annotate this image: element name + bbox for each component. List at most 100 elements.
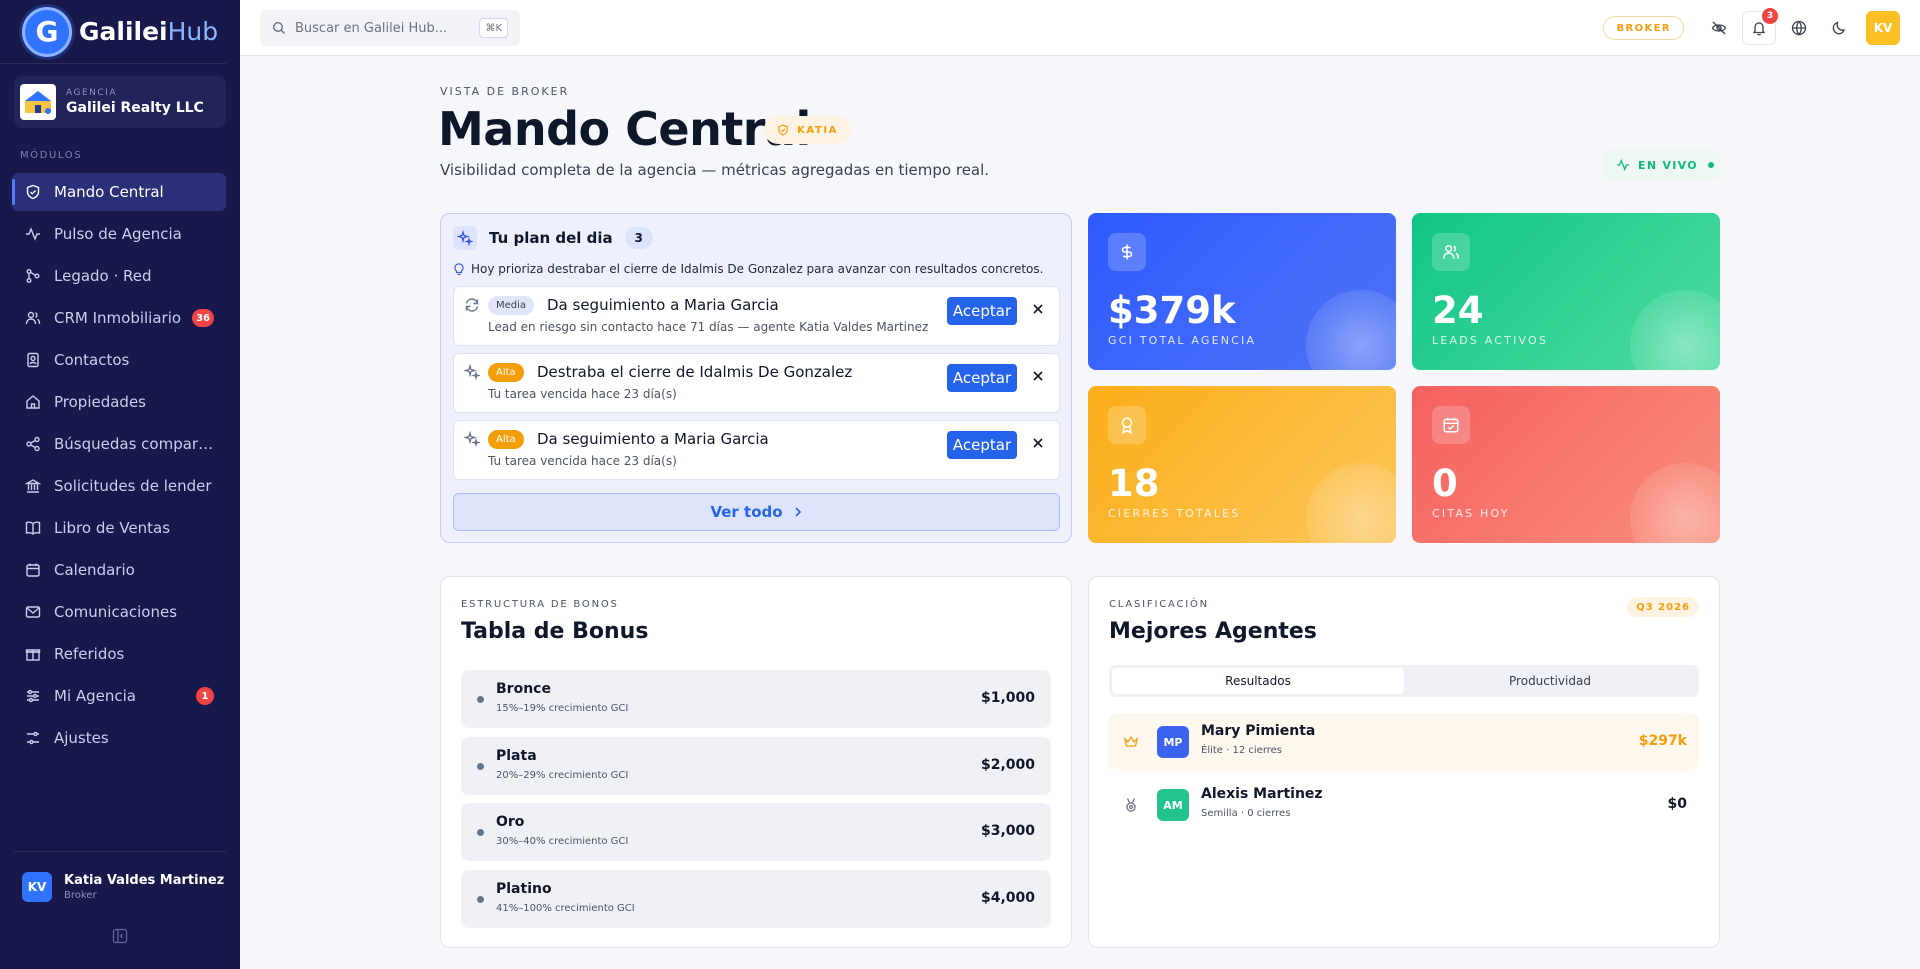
tier-amount: $4,000 (980, 890, 1035, 906)
top-agents-card: CLASIFICACIÓN Mejores Agentes Q3 2026 Re… (1088, 576, 1720, 948)
gift-icon (25, 649, 41, 661)
task-title: Destraba el cierre de Idalmis De Gonzale… (537, 363, 853, 381)
sidebar-item-mando-central[interactable]: Mando Central (12, 173, 226, 211)
tier-dot (477, 763, 484, 770)
stat-card-gci[interactable]: $379k GCI TOTAL AGENCIA (1088, 213, 1396, 370)
agents-tab-switcher: Resultados Productividad (1109, 665, 1699, 697)
language-button[interactable] (1782, 11, 1816, 45)
agent-value: $297k (1638, 733, 1687, 749)
stat-value: 0 (1432, 462, 1458, 505)
role-pill: BROKER (1603, 16, 1684, 40)
sidebar-item-contactos[interactable]: Contactos (12, 341, 226, 379)
sidebar: G GalileiHub AGENCIA Galilei Realty LLC … (0, 0, 240, 969)
stat-card-citas[interactable]: 0 CITAS HOY (1412, 386, 1720, 543)
agent-row[interactable]: AM Alexis Martinez Semilla · 0 cierres $… (1109, 776, 1699, 834)
bonus-tier-row: Oro 30%–40% crecimiento GCI $3,000 (461, 803, 1051, 861)
close-icon[interactable] (1031, 436, 1045, 450)
modules-section-label: MÓDULOS (20, 150, 83, 161)
user-profile[interactable]: KV Katia Valdes Martinez Broker (14, 851, 226, 902)
bonus-tier-row: Bronce 15%–19% crecimiento GCI $1,000 (461, 670, 1051, 728)
live-status-label: EN VIVO (1638, 158, 1698, 172)
agency-logo (20, 84, 56, 120)
sidebar-item-comunicaciones[interactable]: Comunicaciones (12, 593, 226, 631)
agent-name: Mary Pimienta (1201, 723, 1316, 739)
card-glow (1306, 290, 1396, 370)
stat-label: CITAS HOY (1432, 507, 1510, 520)
collapse-sidebar-icon[interactable] (112, 928, 128, 944)
sidebar-item-legado-red[interactable]: Legado · Red (12, 257, 226, 295)
sidebar-nav: Mando Central Pulso de Agencia Legado · … (0, 173, 240, 757)
calendar-icon (26, 563, 40, 577)
bonus-eyebrow: ESTRUCTURA DE BONOS (461, 599, 619, 610)
sidebar-item-mi-agencia[interactable]: Mi Agencia 1 (12, 677, 226, 715)
accept-task-button[interactable]: Aceptar (947, 431, 1017, 459)
brand[interactable]: G GalileiHub (0, 0, 226, 64)
network-icon (26, 269, 40, 283)
sidebar-item-label: Contactos (54, 351, 130, 369)
theme-toggle-button[interactable] (1822, 11, 1856, 45)
sidebar-item-solicitudes-de-lender[interactable]: Solicitudes de lender (12, 467, 226, 505)
page-subtitle: Visibilidad completa de la agencia — mét… (440, 161, 990, 179)
bonus-tier-row: Platino 41%–100% crecimiento GCI $4,000 (461, 870, 1051, 928)
accept-task-button[interactable]: Aceptar (947, 364, 1017, 392)
shield-check-icon (778, 124, 788, 136)
activity-icon (26, 227, 40, 241)
mail-icon (25, 606, 41, 618)
bank-icon (25, 479, 41, 493)
agency-name: Galilei Realty LLC (66, 100, 204, 116)
sparkles-icon (464, 364, 480, 380)
close-icon[interactable] (1031, 302, 1045, 316)
task-title: Da seguimiento a Maria Garcia (537, 430, 769, 448)
search-shortcut: ⌘K (479, 18, 508, 38)
sidebar-item-label: Libro de Ventas (54, 519, 171, 537)
refresh-icon (465, 298, 479, 312)
visibility-toggle-button[interactable] (1702, 11, 1736, 45)
agent-row[interactable]: MP Mary Pimienta Élite · 12 cierres $297… (1109, 713, 1699, 771)
moon-icon (1832, 21, 1846, 35)
stat-card-cierres[interactable]: 18 CIERRES TOTALES (1088, 386, 1396, 543)
notifications-button[interactable]: 3 (1742, 8, 1778, 45)
bonus-title: Tabla de Bonus (461, 619, 649, 644)
task-card: Media Da seguimiento a Maria Garcia Lead… (453, 286, 1060, 346)
tier-amount: $2,000 (980, 757, 1035, 773)
sidebar-item-propiedades[interactable]: Propiedades (12, 383, 226, 421)
tier-range: 41%–100% crecimiento GCI (496, 903, 635, 914)
priority-badge: Alta (488, 430, 524, 449)
brand-name: GalileiHub (79, 17, 218, 46)
sidebar-item-ajustes[interactable]: Ajustes (12, 719, 226, 757)
agency-switcher[interactable]: AGENCIA Galilei Realty LLC (14, 76, 226, 128)
stat-card-leads[interactable]: 24 LEADS ACTIVOS (1412, 213, 1720, 370)
priority-badge: Media (488, 296, 535, 315)
tab-resultados[interactable]: Resultados (1112, 668, 1404, 694)
sidebar-item-crm-inmobiliario[interactable]: CRM Inmobiliario 36 (12, 299, 226, 337)
users-icon (25, 311, 41, 325)
user-role: Broker (64, 890, 97, 901)
sidebar-item-busquedas-compartidas[interactable]: Búsquedas compartidas (12, 425, 226, 463)
stat-label: GCI TOTAL AGENCIA (1108, 334, 1257, 347)
sidebar-item-libro-de-ventas[interactable]: Libro de Ventas (12, 509, 226, 547)
sidebar-item-calendario[interactable]: Calendario (12, 551, 226, 589)
live-status-badge: EN VIVO (1604, 150, 1720, 180)
daily-plan-hint: Hoy prioriza destrabar el cierre de Idal… (453, 262, 1043, 276)
lightbulb-icon (454, 263, 464, 276)
topbar-avatar[interactable]: KV (1866, 11, 1900, 45)
tier-range: 15%–19% crecimiento GCI (496, 703, 629, 714)
page-title: Mando Central (438, 102, 811, 156)
chevron-right-icon (794, 507, 801, 517)
eye-off-icon (1711, 21, 1727, 35)
daily-plan-hint-text: Hoy prioriza destrabar el cierre de Idal… (471, 262, 1044, 276)
search-input[interactable]: Buscar en Galilei Hub... ⌘K (260, 10, 520, 46)
accept-task-button[interactable]: Aceptar (947, 297, 1017, 325)
sidebar-item-label: Ajustes (54, 729, 109, 747)
tier-dot (477, 896, 484, 903)
sidebar-item-pulso-de-agencia[interactable]: Pulso de Agencia (12, 215, 226, 253)
sidebar-item-referidos[interactable]: Referidos (12, 635, 226, 673)
tab-productividad[interactable]: Productividad (1509, 674, 1591, 688)
period-badge: Q3 2026 (1627, 597, 1699, 617)
tier-range: 20%–29% crecimiento GCI (496, 770, 629, 781)
close-icon[interactable] (1031, 369, 1045, 383)
see-all-label: Ver todo (710, 503, 783, 521)
task-title: Da seguimiento a Maria Garcia (547, 296, 779, 314)
share-icon (26, 436, 40, 452)
see-all-button[interactable]: Ver todo (453, 493, 1060, 531)
